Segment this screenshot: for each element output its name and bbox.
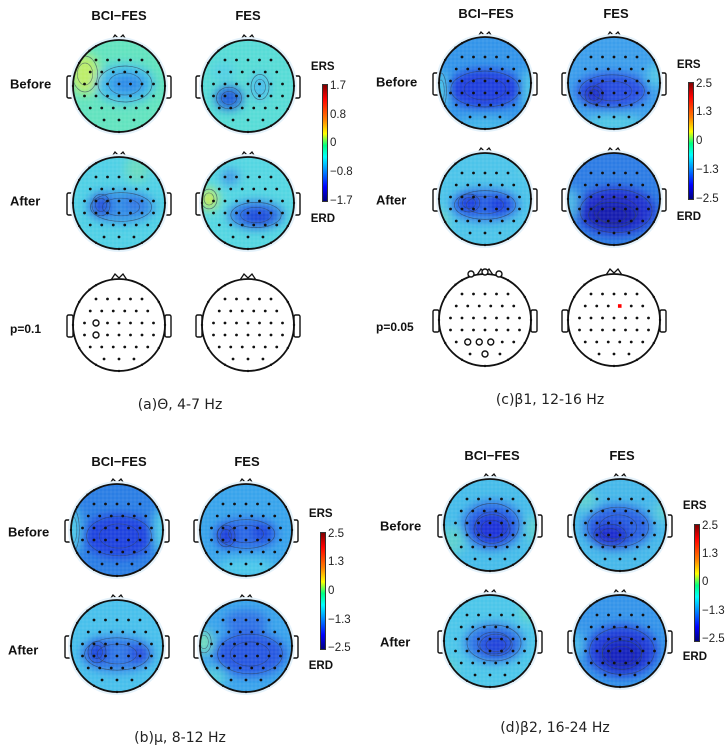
significance-map-c-fes — [561, 267, 667, 368]
colorbar-tick-min: −2.5 — [328, 642, 351, 654]
row-label-before: Before — [380, 518, 422, 534]
topomap-d-fes-before — [567, 472, 673, 574]
topomap-d-fes-after — [567, 588, 673, 690]
colorbar-tick-min: −1.7 — [330, 195, 353, 207]
topomap-a-fes-after — [195, 150, 301, 252]
colorbar-tick-max: 1.7 — [330, 80, 346, 92]
caption-c: (c)β1, 12-16 Hz — [495, 392, 605, 408]
colorbar-tick-mid-high: 0.8 — [330, 109, 346, 121]
colorbar-d — [694, 524, 700, 642]
colorbar-tick-mid-high: 1.3 — [696, 106, 712, 118]
topomap-d-bci-after — [437, 588, 543, 690]
topomap-c-fes-after — [561, 146, 667, 248]
topomap-a-fes-before — [195, 33, 301, 135]
topomap-b-bci-before — [64, 477, 170, 579]
topomap-a-bci-before — [66, 33, 172, 135]
colorbar-tick-mid-low: −1.3 — [696, 164, 719, 176]
colorbar-ers-label: ERS — [682, 500, 707, 512]
topomap-d-bci-before — [437, 472, 543, 574]
column-title-bci-fes: BCI−FES — [464, 448, 520, 463]
caption-a: (a)Θ, 4-7 Hz — [137, 397, 223, 413]
row-label-after: After — [8, 642, 39, 658]
p-value-label: p=0.05 — [376, 320, 414, 334]
colorbar-tick-zero: 0 — [330, 137, 337, 149]
colorbar-tick-max: 2.5 — [696, 78, 712, 90]
colorbar-tick-min: −2.5 — [696, 193, 719, 205]
colorbar-c — [688, 82, 694, 200]
caption-d: (d)β2, 16-24 Hz — [500, 720, 610, 736]
colorbar-tick-min: −2.5 — [702, 633, 725, 645]
column-title-bci-fes: BCI−FES — [91, 454, 147, 469]
colorbar-tick-zero: 0 — [328, 585, 335, 597]
colorbar-tick-mid-high: 1.3 — [702, 548, 718, 560]
significance-map-c-bci — [432, 267, 538, 368]
colorbar-tick-max: 2.5 — [328, 528, 344, 540]
colorbar-tick-mid-low: −0.8 — [330, 166, 353, 178]
colorbar-ers-label: ERS — [308, 508, 333, 520]
topomap-b-bci-after — [64, 593, 170, 695]
column-title-fes: FES — [603, 6, 629, 21]
p-value-label: p=0.1 — [10, 322, 42, 336]
caption-b: (b)μ, 8-12 Hz — [134, 730, 226, 746]
colorbar-tick-zero: 0 — [696, 135, 703, 147]
column-title-fes: FES — [234, 454, 260, 469]
topomap-c-bci-after — [432, 146, 538, 248]
colorbar-ers-label: ERS — [676, 59, 701, 71]
row-label-before: Before — [376, 74, 418, 90]
colorbar-b — [320, 532, 326, 650]
column-title-fes: FES — [609, 448, 635, 463]
row-label-after: After — [380, 634, 411, 650]
colorbar-tick-zero: 0 — [702, 576, 709, 588]
significance-map-a-bci — [66, 272, 172, 373]
colorbar-erd-label: ERD — [310, 213, 335, 225]
row-label-after: After — [376, 192, 407, 208]
row-label-before: Before — [10, 76, 52, 92]
row-label-after: After — [10, 193, 41, 209]
topomap-c-fes-before — [561, 30, 667, 132]
topomap-b-fes-after — [193, 593, 299, 695]
topomap-a-bci-after — [66, 150, 172, 252]
column-title-bci-fes: BCI−FES — [458, 6, 514, 21]
topomap-c-bci-before — [432, 30, 538, 132]
colorbar-tick-mid-high: 1.3 — [328, 556, 344, 568]
colorbar-a — [322, 84, 328, 202]
column-title-fes: FES — [235, 8, 261, 23]
row-label-before: Before — [8, 524, 50, 540]
colorbar-tick-max: 2.5 — [702, 520, 718, 532]
column-title-bci-fes: BCI−FES — [91, 8, 147, 23]
colorbar-erd-label: ERD — [308, 660, 333, 672]
topomap-b-fes-before — [193, 477, 299, 579]
colorbar-erd-label: ERD — [682, 651, 707, 663]
colorbar-tick-mid-low: −1.3 — [702, 605, 725, 617]
colorbar-tick-mid-low: −1.3 — [328, 614, 351, 626]
colorbar-ers-label: ERS — [310, 61, 335, 73]
significance-map-a-fes — [195, 272, 301, 373]
colorbar-erd-label: ERD — [676, 211, 701, 223]
